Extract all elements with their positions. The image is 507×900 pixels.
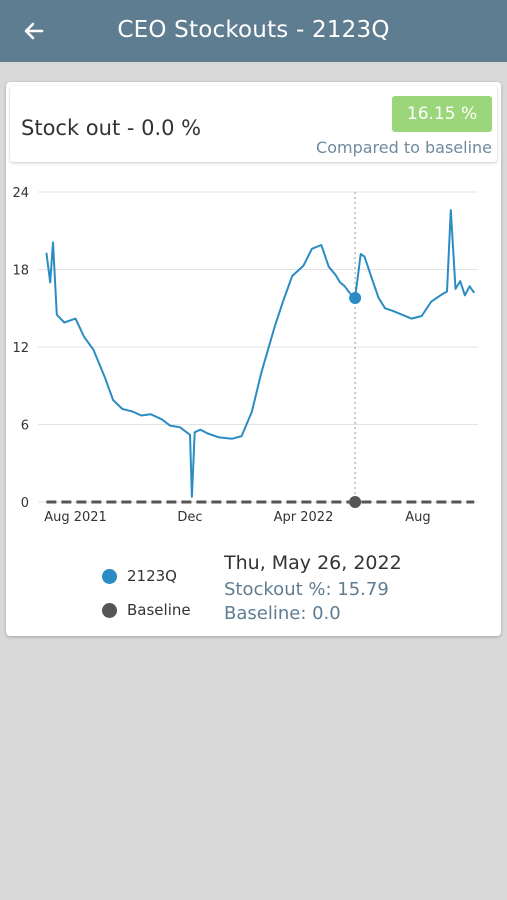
y-tick-label: 24 (12, 186, 29, 201)
baseline-dot-icon (102, 602, 117, 618)
legend-item-baseline[interactable]: Baseline (102, 598, 222, 622)
series-dot-icon (102, 568, 117, 584)
legend-label: 2123Q (127, 567, 177, 585)
y-tick-label: 6 (21, 419, 29, 434)
app-bar: CEO Stockouts - 2123Q (0, 0, 507, 62)
back-button[interactable] (16, 13, 52, 49)
x-tick-label: Dec (177, 510, 202, 525)
x-tick-label: Aug (405, 510, 430, 525)
summary-panel: Stock out - 0.0 % 16.15 % Compared to ba… (10, 86, 497, 162)
chart-card: Stock out - 0.0 % 16.15 % Compared to ba… (6, 82, 501, 636)
comparison-badge: 16.15 % (392, 96, 492, 132)
legend-item-2123q[interactable]: 2123Q (102, 564, 222, 588)
selected-stockout-value: Stockout %: 15.79 (224, 579, 389, 600)
stockout-chart[interactable]: 0 6 12 18 24 Aug 2021 Dec Apr 2022 Aug (6, 178, 501, 528)
series-line-2123q (45, 209, 476, 498)
stock-out-label: Stock out - 0.0 % (21, 116, 202, 140)
x-tick-label: Apr 2022 (274, 510, 334, 525)
y-tick-label: 0 (21, 496, 29, 511)
selected-point-2123q (349, 292, 362, 305)
selected-baseline-value: Baseline: 0.0 (224, 603, 341, 624)
x-tick-label: Aug 2021 (44, 510, 107, 525)
y-tick-label: 12 (12, 341, 29, 356)
arrow-left-icon (24, 22, 44, 40)
legend-label: Baseline (127, 601, 191, 619)
selected-point-info: Thu, May 26, 2022 Stockout %: 15.79 Base… (224, 552, 402, 624)
compare-text: Compared to baseline (316, 138, 492, 157)
selected-point-baseline (349, 496, 362, 508)
selected-date: Thu, May 26, 2022 (224, 552, 402, 574)
page-title: CEO Stockouts - 2123Q (117, 17, 390, 43)
y-tick-label: 18 (12, 264, 29, 279)
